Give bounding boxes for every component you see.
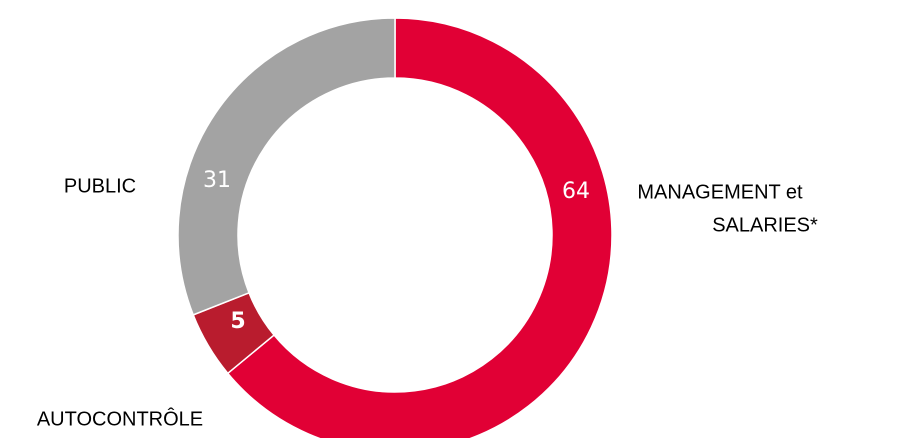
category-label: AUTOCONTRÔLE (37, 407, 203, 430)
donut-segment (177, 17, 396, 316)
value-label: 64 (562, 179, 590, 204)
category-label: SALARIES* (712, 214, 818, 236)
donut-segment (226, 17, 613, 438)
category-label: MANAGEMENT et (637, 181, 803, 203)
value-label: 31 (203, 168, 231, 193)
category-label: PUBLIC (64, 175, 136, 197)
value-label: 5 (230, 309, 245, 334)
